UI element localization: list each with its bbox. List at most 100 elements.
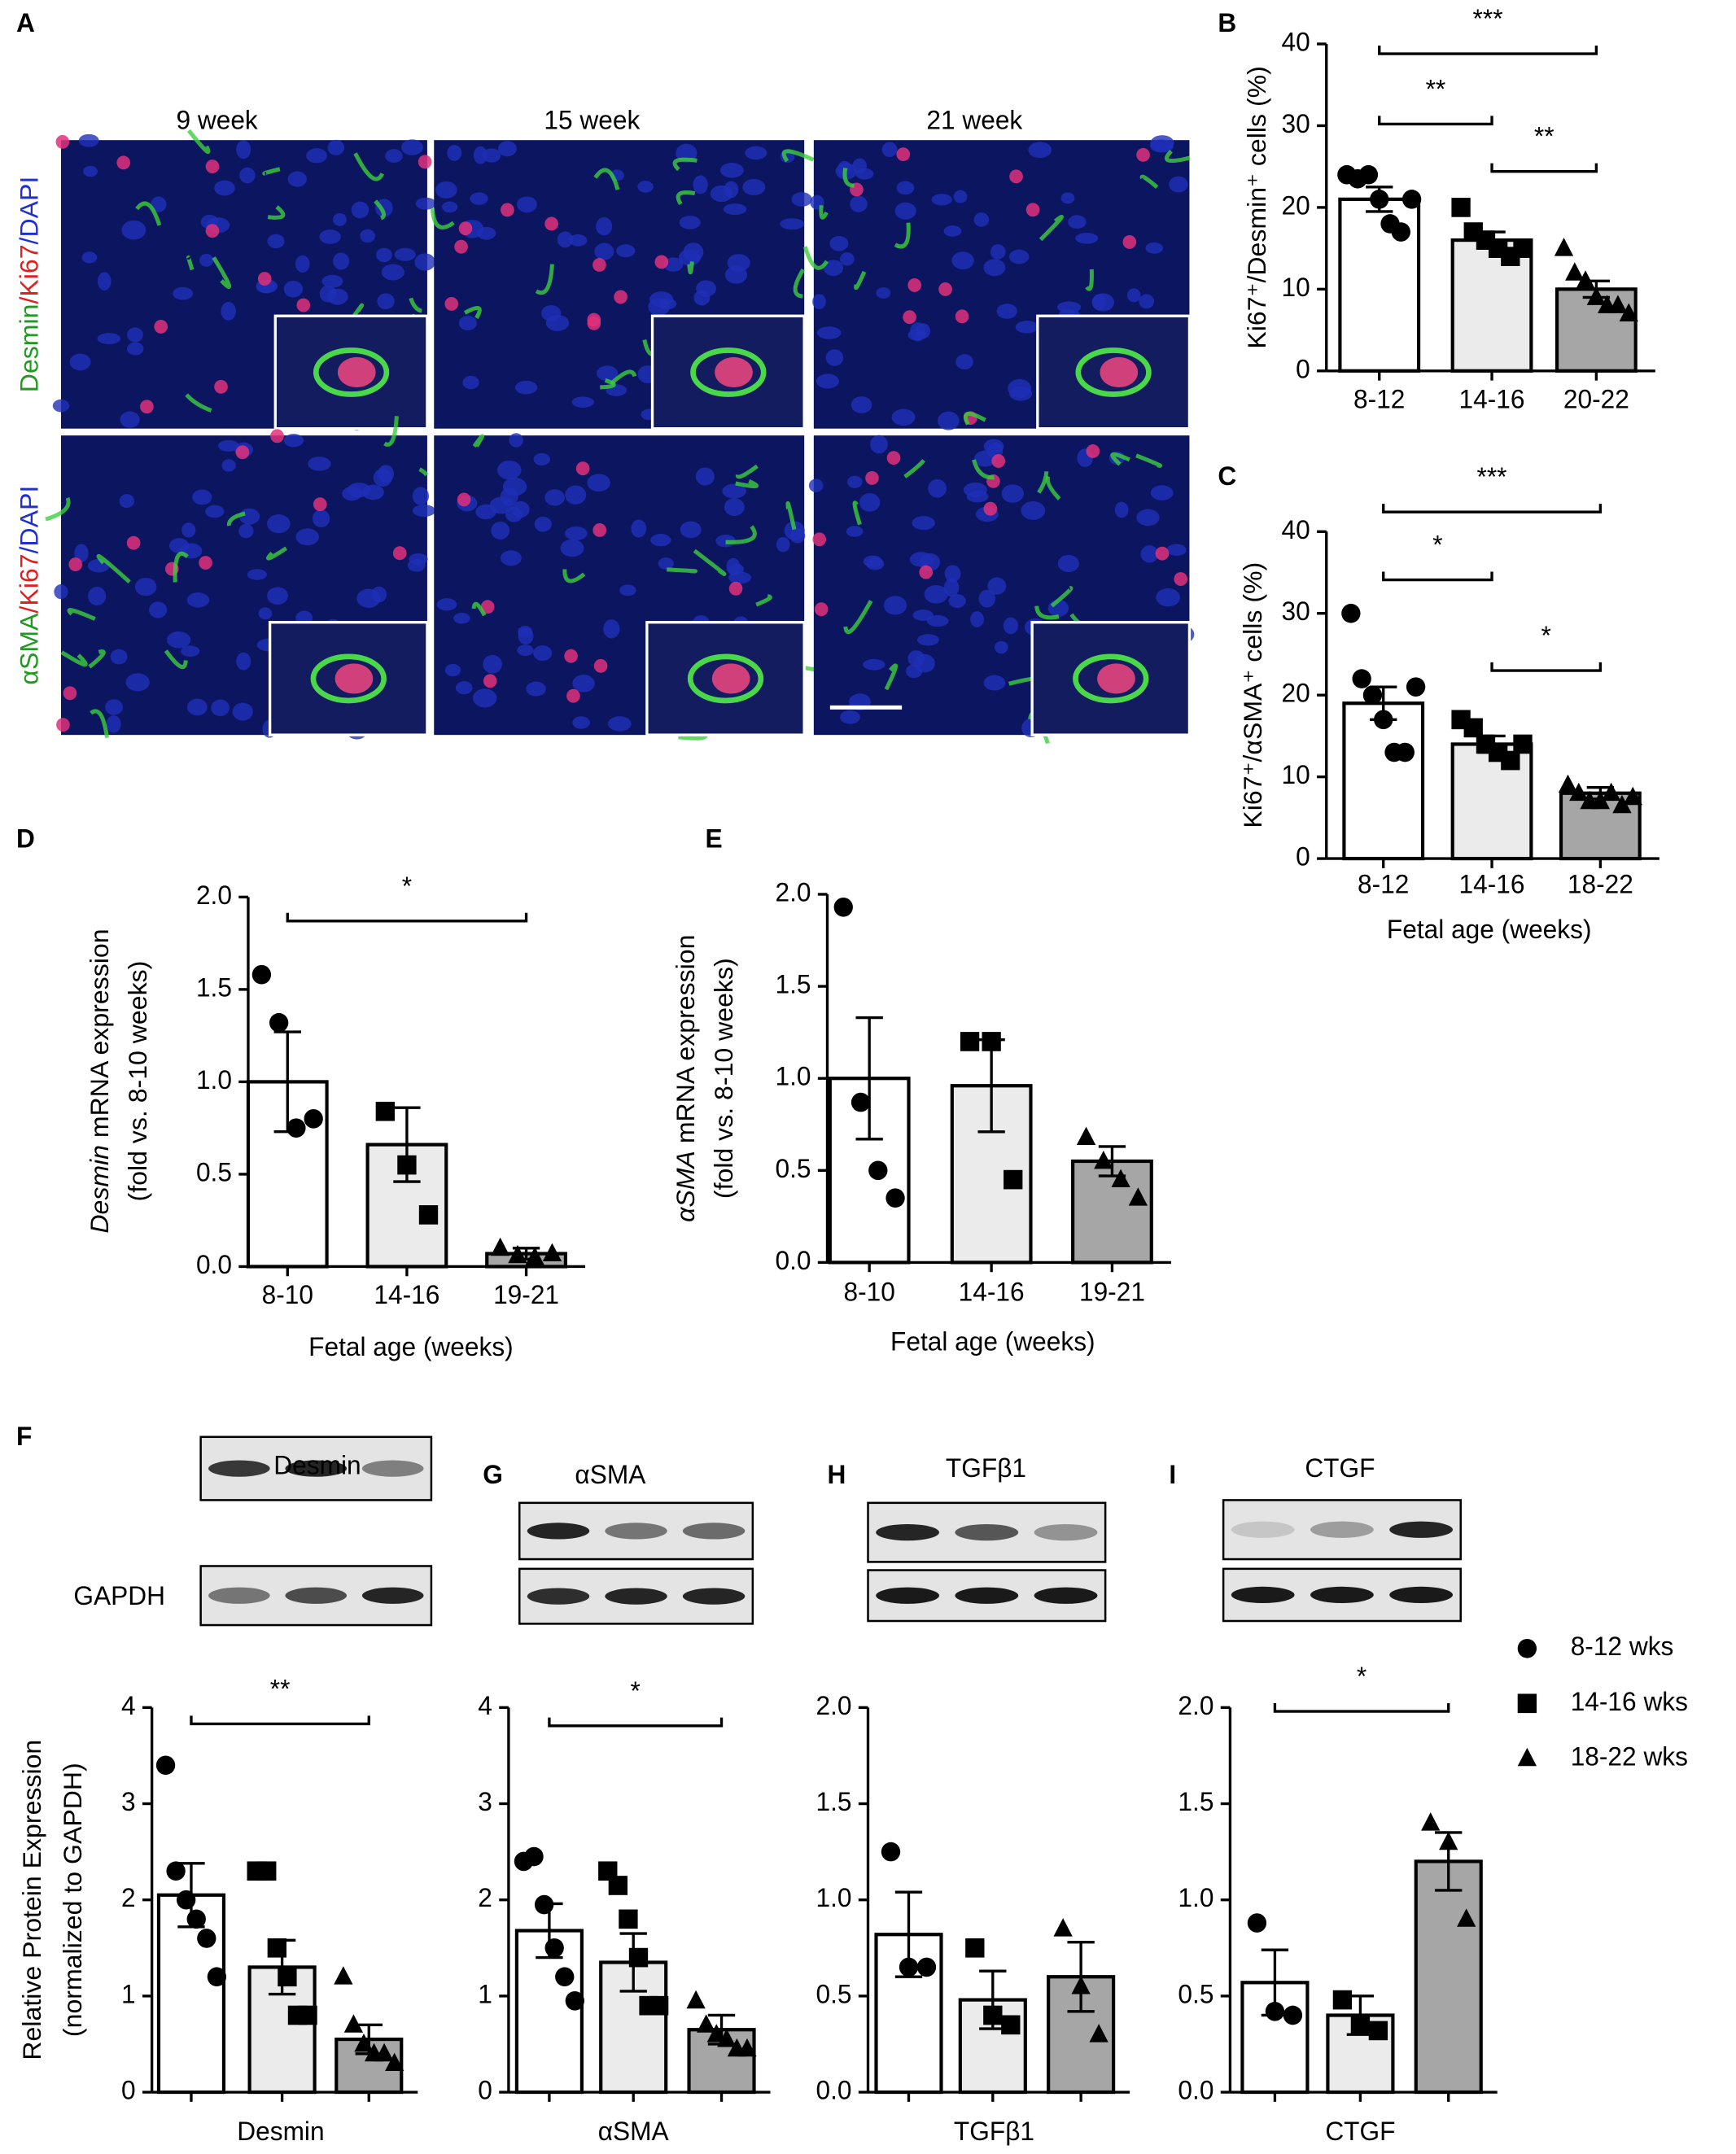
fiber (90, 709, 110, 738)
data-point (1576, 270, 1595, 289)
nucleus (948, 594, 966, 608)
data-point (374, 2043, 394, 2062)
nucleus (205, 505, 225, 518)
nucleus (74, 544, 89, 563)
nucleus (401, 139, 423, 155)
nucleus (876, 287, 891, 299)
fiber (843, 600, 873, 635)
data-point (1513, 238, 1533, 258)
ki67-nucleus (56, 718, 70, 732)
nucleus (855, 168, 874, 180)
x-tick-label: 14-16 (1459, 384, 1525, 413)
nucleus (1060, 192, 1075, 204)
fiber (735, 479, 759, 489)
data-point (534, 1894, 554, 1915)
nucleus (812, 294, 826, 310)
significance-label: * (402, 872, 412, 901)
data-point (1601, 782, 1621, 802)
fiber (755, 594, 772, 607)
nucleus (496, 460, 522, 480)
ki67-nucleus (205, 159, 220, 174)
data-point (166, 1861, 186, 1881)
y-tick-label: 2.0 (816, 1691, 851, 1720)
nucleus (455, 680, 473, 695)
band (527, 1588, 590, 1605)
inset-nucleus (711, 663, 750, 694)
data-point (1391, 222, 1410, 242)
significance-bracket (1382, 571, 1493, 582)
band (605, 1523, 667, 1540)
legend-marker (1517, 1747, 1537, 1767)
band (527, 1523, 590, 1540)
ki67-nucleus (199, 556, 212, 570)
x-axis-title: αSMA (598, 2117, 670, 2146)
panel-letter: F (16, 1422, 32, 1451)
fiber (1139, 174, 1159, 189)
significance-label: * (631, 1676, 641, 1706)
y-axis-title: Ki67⁺/Desmin⁺ cells (%) (1242, 66, 1271, 348)
y-tick-label: 0 (1296, 354, 1310, 383)
data-point (565, 1990, 584, 2011)
fiber (735, 464, 759, 479)
nucleus (373, 468, 392, 487)
bar (1414, 1859, 1483, 2095)
nucleus (924, 585, 948, 604)
data-point (542, 1243, 562, 1262)
nucleus (326, 288, 348, 305)
nucleus (414, 253, 436, 271)
significance-bracket (1378, 116, 1493, 126)
nucleus (218, 439, 239, 452)
data-point (177, 1890, 196, 1910)
nucleus (473, 688, 497, 708)
data-point (525, 1247, 544, 1265)
nucleus (569, 234, 588, 247)
nucleus (127, 327, 143, 343)
nucleus (619, 584, 636, 596)
fiber (464, 306, 482, 320)
nucleus (663, 257, 684, 272)
y-tick-label: 0.0 (196, 1250, 232, 1279)
data-point (1076, 1126, 1096, 1146)
nucleus (327, 139, 345, 155)
nucleus (791, 192, 812, 207)
y-tick-label: 3 (478, 1787, 492, 1816)
inset-nucleus (337, 356, 376, 388)
band (1034, 1523, 1098, 1541)
nucleus (572, 674, 595, 693)
fiber (186, 129, 211, 155)
nucleus (470, 192, 488, 205)
column-label: 15 week (544, 106, 640, 135)
data-point (706, 2024, 726, 2043)
nucleus (81, 251, 98, 264)
ki67-nucleus (593, 658, 608, 673)
fiber (1110, 452, 1130, 466)
y-axis-title: Desmin mRNA expression (85, 928, 115, 1233)
data-point (619, 1909, 638, 1929)
row-label-part: /Ki67 (15, 244, 44, 304)
nucleus (564, 526, 588, 541)
data-point (982, 1032, 1001, 1051)
nucleus (1028, 142, 1052, 159)
fiber (1039, 215, 1064, 242)
nucleus (381, 264, 404, 281)
nucleus (407, 558, 426, 572)
legend-label: 8-12 wks (1571, 1632, 1674, 1661)
significance-label: * (1432, 530, 1442, 559)
row-label: Desmin/Ki67/DAPI (15, 177, 44, 393)
data-point (1457, 1908, 1476, 1927)
nucleus (1150, 485, 1174, 500)
ki67-nucleus (907, 277, 922, 292)
nucleus (462, 375, 479, 390)
fiber (842, 168, 855, 188)
x-tick-label: 8-12 (1358, 869, 1409, 898)
fiber (471, 601, 487, 617)
data-point (916, 1957, 937, 1977)
nucleus (912, 609, 934, 621)
significance-bracket (286, 912, 528, 923)
x-tick-label: 8-10 (843, 1278, 894, 1307)
nucleus (69, 353, 91, 371)
nucleus (631, 519, 647, 538)
inset-nucleus (335, 663, 374, 694)
x-tick-label: 19-21 (1079, 1278, 1145, 1307)
